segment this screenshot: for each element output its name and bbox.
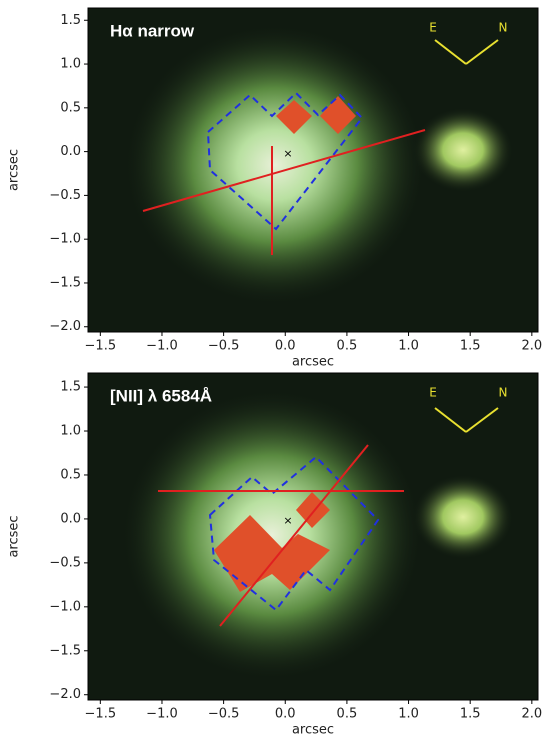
x-tick-label: 0.0 — [275, 707, 296, 722]
x-tick-label: 1.0 — [398, 339, 419, 354]
center-marker: × — [283, 514, 292, 527]
y-tick-label: −1.5 — [49, 275, 81, 290]
x-tick-label: 0.5 — [337, 707, 358, 722]
y-tick-label: −0.5 — [49, 188, 81, 203]
y-tick-label: −2.0 — [49, 319, 81, 334]
galaxy — [122, 390, 422, 680]
y-tick-label: −1.5 — [49, 643, 81, 658]
x-tick-label: 0.5 — [337, 339, 358, 354]
x-tick-label: −0.5 — [208, 707, 240, 722]
figure: × × −1.5 −1.0 −0.5 0.0 0.5 1.0 1.5 2.0 1.5 1.0 0.5… — [0, 0, 550, 741]
x-axis-label: arcsec — [292, 723, 334, 738]
y-tick-label: 1.0 — [60, 424, 81, 439]
x-axis-label: arcsec — [292, 355, 334, 370]
x-tick-label: 1.5 — [460, 339, 481, 354]
y-tick-label: −0.5 — [49, 555, 81, 570]
panel-title: [NII] λ 6584Å — [110, 386, 212, 405]
x-tick-label: 2.0 — [521, 339, 542, 354]
companion — [413, 108, 513, 192]
y-tick-label: 0.5 — [60, 467, 81, 482]
x-tick-label: 1.0 — [398, 707, 419, 722]
y-tick-label: 1.0 — [60, 57, 81, 72]
y-axis-label: arcsec — [7, 149, 22, 191]
compass-label: E — [429, 386, 437, 400]
center-marker: × — [283, 147, 292, 160]
x-tick-label: −1.0 — [146, 707, 178, 722]
y-axis-label: arcsec — [7, 515, 22, 557]
panel-title: Hα narrow — [110, 21, 195, 40]
x-tick-label: 1.5 — [460, 707, 481, 722]
x-tick-label: −1.5 — [85, 707, 117, 722]
x-tick-label: −0.5 — [208, 339, 240, 354]
y-tick-label: 0.0 — [60, 144, 81, 159]
companion — [413, 475, 513, 559]
x-tick-label: 0.0 — [275, 339, 296, 354]
x-tick-label: 2.0 — [521, 707, 542, 722]
compass-label: E — [429, 21, 437, 35]
y-tick-label: 0.0 — [60, 511, 81, 526]
y-tick-label: 0.5 — [60, 100, 81, 115]
galaxy — [125, 25, 425, 305]
compass-label: N — [499, 386, 508, 400]
x-tick-label: −1.0 — [146, 339, 178, 354]
y-tick-label: −2.0 — [49, 687, 81, 702]
compass-label: N — [499, 21, 508, 35]
y-tick-label: −1.0 — [49, 232, 81, 247]
x-tick-label: −1.5 — [85, 339, 117, 354]
y-tick-label: −1.0 — [49, 599, 81, 614]
y-tick-label: 1.5 — [60, 380, 81, 395]
y-tick-label: 1.5 — [60, 13, 81, 28]
